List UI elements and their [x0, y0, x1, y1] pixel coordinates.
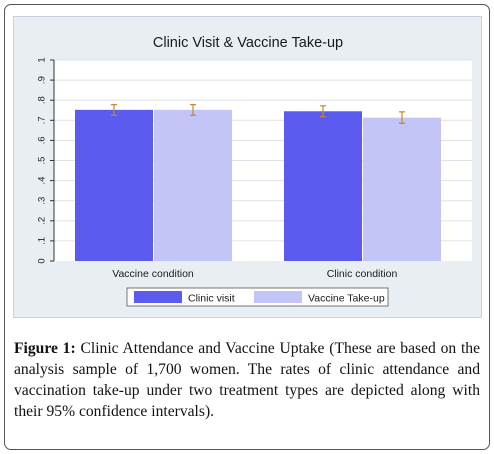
y-tick-label: .1 — [37, 237, 48, 245]
chart-title: Clinic Visit & Vaccine Take-up — [153, 35, 343, 51]
bars — [75, 109, 441, 262]
y-tick-label: .8 — [37, 96, 48, 104]
bar — [154, 109, 232, 262]
x-category-label: Clinic condition — [327, 268, 398, 280]
caption-text: Clinic Attendance and Vaccine Uptake (Th… — [14, 340, 480, 420]
x-axis-labels: Vaccine condition Clinic condition — [112, 268, 397, 280]
y-tick-label: .3 — [37, 197, 48, 205]
legend-swatch-vaccine-take-up — [254, 291, 302, 303]
y-tick-label: .7 — [37, 116, 48, 124]
bar — [284, 111, 362, 261]
x-category-label: Vaccine condition — [112, 268, 194, 280]
chart-panel: Clinic Visit & Vaccine Take-up 0 .1 .2 .3 .4… — [13, 16, 482, 318]
y-tick-label: .4 — [37, 177, 48, 185]
legend-swatch-clinic-visit — [134, 291, 182, 303]
y-tick-label: .5 — [37, 157, 48, 165]
y-tick-label: 0 — [37, 258, 48, 263]
bar-chart: Clinic Visit & Vaccine Take-up 0 .1 .2 .3 .4… — [37, 35, 472, 307]
y-tick-label: .2 — [37, 217, 48, 225]
error-bars — [111, 104, 405, 124]
y-tick-label: 1 — [37, 57, 48, 62]
figure-caption: Figure 1: Clinic Attendance and Vaccine … — [14, 338, 480, 422]
y-axis-ticks: 0 .1 .2 .3 .4 .5 .6 .7 .8 .9 1 — [37, 57, 54, 264]
bar — [75, 109, 153, 262]
y-tick-label: .9 — [37, 76, 48, 84]
legend-label-clinic-visit: Clinic visit — [188, 293, 235, 305]
caption-label: Figure 1: — [14, 340, 76, 357]
bar — [363, 117, 441, 261]
legend-label-vaccine-take-up: Vaccine Take-up — [308, 293, 385, 305]
y-tick-label: .6 — [37, 136, 48, 144]
legend: Clinic visit Vaccine Take-up — [126, 287, 389, 307]
